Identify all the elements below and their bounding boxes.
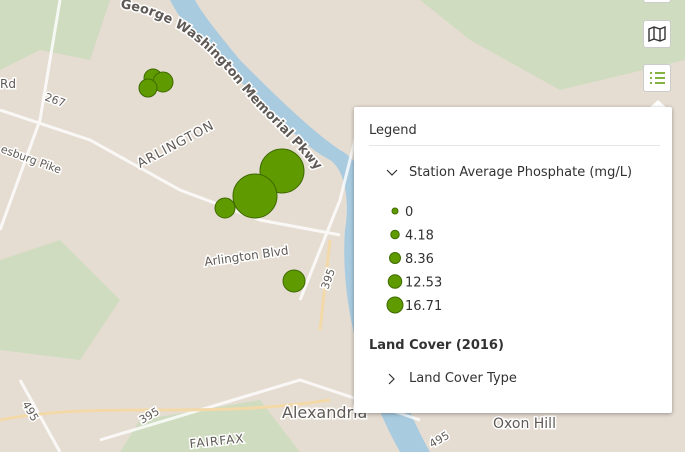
legend-title: Legend (369, 123, 417, 138)
stations (138, 68, 306, 293)
station[interactable] (282, 269, 306, 293)
sublayer-title[interactable]: Land Cover Type (409, 371, 517, 386)
map-label: Oxon Hill (493, 416, 556, 432)
map-label: FAIRFAX (189, 431, 245, 451)
map-label: Rd (0, 77, 16, 91)
size-symbol (387, 274, 403, 289)
basemap-button[interactable] (643, 20, 671, 48)
tool-button[interactable] (643, 0, 671, 3)
expand-icon[interactable] (386, 373, 398, 385)
station[interactable] (138, 78, 158, 98)
layer-title: Land Cover (2016) (369, 338, 504, 353)
size-symbol (391, 207, 399, 215)
map-icon (648, 25, 666, 43)
size-label: 4.18 (405, 229, 434, 244)
size-label: 16.71 (405, 299, 442, 314)
legend-button[interactable] (643, 64, 671, 92)
roads (0, 0, 421, 452)
size-label: 8.36 (405, 252, 434, 267)
legend-panel: Legend Station Average Phosphate (mg/L) … (354, 107, 672, 413)
size-label: 0 (405, 205, 413, 220)
divider (369, 145, 660, 146)
list-icon (650, 72, 665, 84)
size-legend: 0 4.18 8.36 12.53 16.71 (386, 205, 442, 314)
station[interactable] (232, 173, 278, 219)
size-symbol (386, 296, 404, 314)
layer-title[interactable]: Station Average Phosphate (mg/L) (409, 165, 633, 180)
collapse-icon[interactable] (386, 167, 398, 179)
legend-pointer (648, 100, 668, 109)
size-symbol (390, 229, 400, 240)
map-label: Alexandria (282, 403, 367, 422)
size-symbol (388, 251, 402, 265)
highways (0, 239, 332, 422)
station[interactable] (214, 197, 236, 219)
size-label: 12.53 (405, 276, 442, 291)
